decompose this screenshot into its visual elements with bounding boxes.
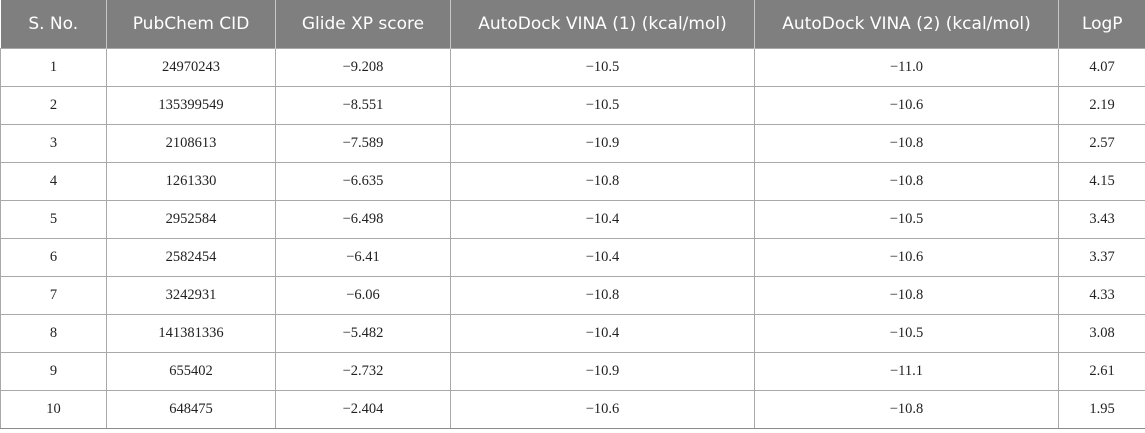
cell-autodock-vina-1: −10.6	[450, 389, 755, 429]
cell-autodock-vina-1: −10.8	[450, 161, 755, 201]
cell-autodock-vina-1: −10.4	[450, 237, 755, 277]
table-row: 10 648475 −2.404 −10.6 −10.8 1.95	[0, 389, 1145, 429]
cell-logp: 2.61	[1058, 351, 1145, 391]
table-row: 4 1261330 −6.635 −10.8 −10.8 4.15	[0, 161, 1145, 201]
cell-glide-xp-score: −6.06	[275, 275, 451, 315]
cell-s-no: 1	[0, 47, 107, 87]
cell-s-no: 3	[0, 123, 107, 163]
header-glide-xp-score: Glide XP score	[275, 0, 451, 48]
cell-glide-xp-score: −6.498	[275, 199, 451, 239]
table-row: 1 24970243 −9.208 −10.5 −11.0 4.07	[0, 47, 1145, 87]
cell-autodock-vina-1: −10.8	[450, 275, 755, 315]
cell-glide-xp-score: −7.589	[275, 123, 451, 163]
cell-pubchem-cid: 648475	[106, 389, 276, 429]
cell-autodock-vina-1: −10.5	[450, 85, 755, 125]
cell-autodock-vina-2: −10.5	[754, 199, 1059, 239]
cell-logp: 1.95	[1058, 389, 1145, 429]
table-row: 7 3242931 −6.06 −10.8 −10.8 4.33	[0, 275, 1145, 315]
header-logp: LogP	[1058, 0, 1145, 48]
cell-pubchem-cid: 2952584	[106, 199, 276, 239]
cell-logp: 3.43	[1058, 199, 1145, 239]
cell-glide-xp-score: −6.41	[275, 237, 451, 277]
cell-pubchem-cid: 2582454	[106, 237, 276, 277]
cell-glide-xp-score: −9.208	[275, 47, 451, 87]
cell-logp: 4.07	[1058, 47, 1145, 87]
cell-autodock-vina-1: −10.4	[450, 313, 755, 353]
cell-autodock-vina-2: −10.6	[754, 237, 1059, 277]
cell-logp: 4.15	[1058, 161, 1145, 201]
cell-glide-xp-score: −2.732	[275, 351, 451, 391]
cell-s-no: 9	[0, 351, 107, 391]
cell-s-no: 4	[0, 161, 107, 201]
cell-s-no: 10	[0, 389, 107, 429]
cell-s-no: 7	[0, 275, 107, 315]
header-s-no: S. No.	[0, 0, 107, 48]
table-row: 3 2108613 −7.589 −10.9 −10.8 2.57	[0, 123, 1145, 163]
cell-autodock-vina-1: −10.5	[450, 47, 755, 87]
table-row: 2 135399549 −8.551 −10.5 −10.6 2.19	[0, 85, 1145, 125]
cell-pubchem-cid: 24970243	[106, 47, 276, 87]
cell-autodock-vina-2: −10.8	[754, 389, 1059, 429]
cell-autodock-vina-1: −10.4	[450, 199, 755, 239]
table-row: 5 2952584 −6.498 −10.4 −10.5 3.43	[0, 199, 1145, 239]
cell-logp: 2.57	[1058, 123, 1145, 163]
cell-glide-xp-score: −5.482	[275, 313, 451, 353]
table-header: S. No. PubChem CID Glide XP score AutoDo…	[0, 0, 1145, 48]
cell-pubchem-cid: 655402	[106, 351, 276, 391]
cell-pubchem-cid: 141381336	[106, 313, 276, 353]
cell-autodock-vina-1: −10.9	[450, 351, 755, 391]
cell-logp: 2.19	[1058, 85, 1145, 125]
cell-autodock-vina-2: −10.5	[754, 313, 1059, 353]
header-pubchem-cid: PubChem CID	[106, 0, 276, 48]
header-autodock-vina-1: AutoDock VINA (1) (kcal/mol)	[450, 0, 755, 48]
table-body: 1 24970243 −9.208 −10.5 −11.0 4.07 2 135…	[0, 47, 1145, 429]
cell-autodock-vina-2: −11.1	[754, 351, 1059, 391]
cell-autodock-vina-2: −10.8	[754, 161, 1059, 201]
cell-autodock-vina-2: −10.8	[754, 275, 1059, 315]
cell-pubchem-cid: 135399549	[106, 85, 276, 125]
table-row: 8 141381336 −5.482 −10.4 −10.5 3.08	[0, 313, 1145, 353]
cell-glide-xp-score: −8.551	[275, 85, 451, 125]
cell-autodock-vina-2: −11.0	[754, 47, 1059, 87]
cell-autodock-vina-2: −10.8	[754, 123, 1059, 163]
cell-pubchem-cid: 3242931	[106, 275, 276, 315]
header-row: S. No. PubChem CID Glide XP score AutoDo…	[0, 0, 1145, 48]
cell-s-no: 5	[0, 199, 107, 239]
cell-s-no: 8	[0, 313, 107, 353]
header-autodock-vina-2: AutoDock VINA (2) (kcal/mol)	[754, 0, 1059, 48]
cell-logp: 3.37	[1058, 237, 1145, 277]
table-row: 9 655402 −2.732 −10.9 −11.1 2.61	[0, 351, 1145, 391]
cell-s-no: 2	[0, 85, 107, 125]
cell-glide-xp-score: −2.404	[275, 389, 451, 429]
table-row: 6 2582454 −6.41 −10.4 −10.6 3.37	[0, 237, 1145, 277]
cell-logp: 3.08	[1058, 313, 1145, 353]
cell-pubchem-cid: 2108613	[106, 123, 276, 163]
cell-glide-xp-score: −6.635	[275, 161, 451, 201]
cell-logp: 4.33	[1058, 275, 1145, 315]
cell-autodock-vina-2: −10.6	[754, 85, 1059, 125]
cell-s-no: 6	[0, 237, 107, 277]
cell-pubchem-cid: 1261330	[106, 161, 276, 201]
cell-autodock-vina-1: −10.9	[450, 123, 755, 163]
